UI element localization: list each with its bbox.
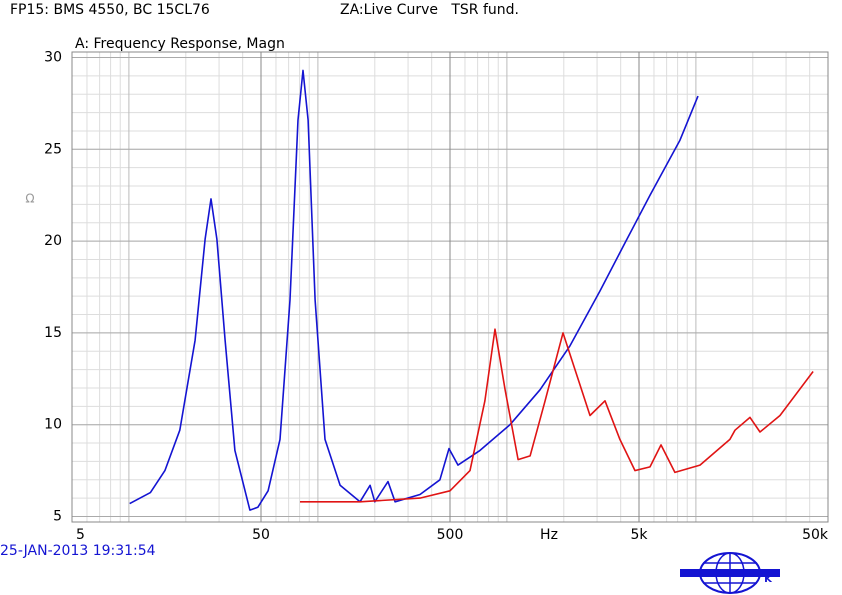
x-tick-label: 50k xyxy=(802,527,829,543)
y-axis-label: Ω xyxy=(25,192,34,206)
y-tick-label: 5 xyxy=(53,508,62,524)
logo: B K xyxy=(680,552,780,594)
x-tick-label: 500 xyxy=(437,527,464,543)
logo-band xyxy=(680,569,780,577)
timestamp: 25-JAN-2013 19:31:54 xyxy=(0,543,156,559)
y-tick-label: 30 xyxy=(44,50,62,66)
header-right: ZA:Live Curve TSR fund. xyxy=(340,2,519,18)
x-tick-label: 5k xyxy=(630,527,648,543)
series-line xyxy=(300,328,814,503)
x-axis-label: Hz xyxy=(540,527,558,543)
y-tick-label: 20 xyxy=(44,233,62,249)
logo-letter: K xyxy=(764,574,773,585)
logo-letter: B xyxy=(688,568,696,579)
x-tick-label: 50 xyxy=(252,527,270,543)
x-tick-label: 5 xyxy=(76,527,85,543)
series-line xyxy=(129,69,699,511)
header-left: FP15: BMS 4550, BC 15CL76 xyxy=(10,2,210,18)
plot-frame xyxy=(71,51,829,523)
chart-title: A: Frequency Response, Magn xyxy=(75,36,285,52)
y-tick-label: 25 xyxy=(44,141,62,157)
y-tick-label: 10 xyxy=(44,417,62,433)
y-tick-label: 15 xyxy=(44,325,62,341)
